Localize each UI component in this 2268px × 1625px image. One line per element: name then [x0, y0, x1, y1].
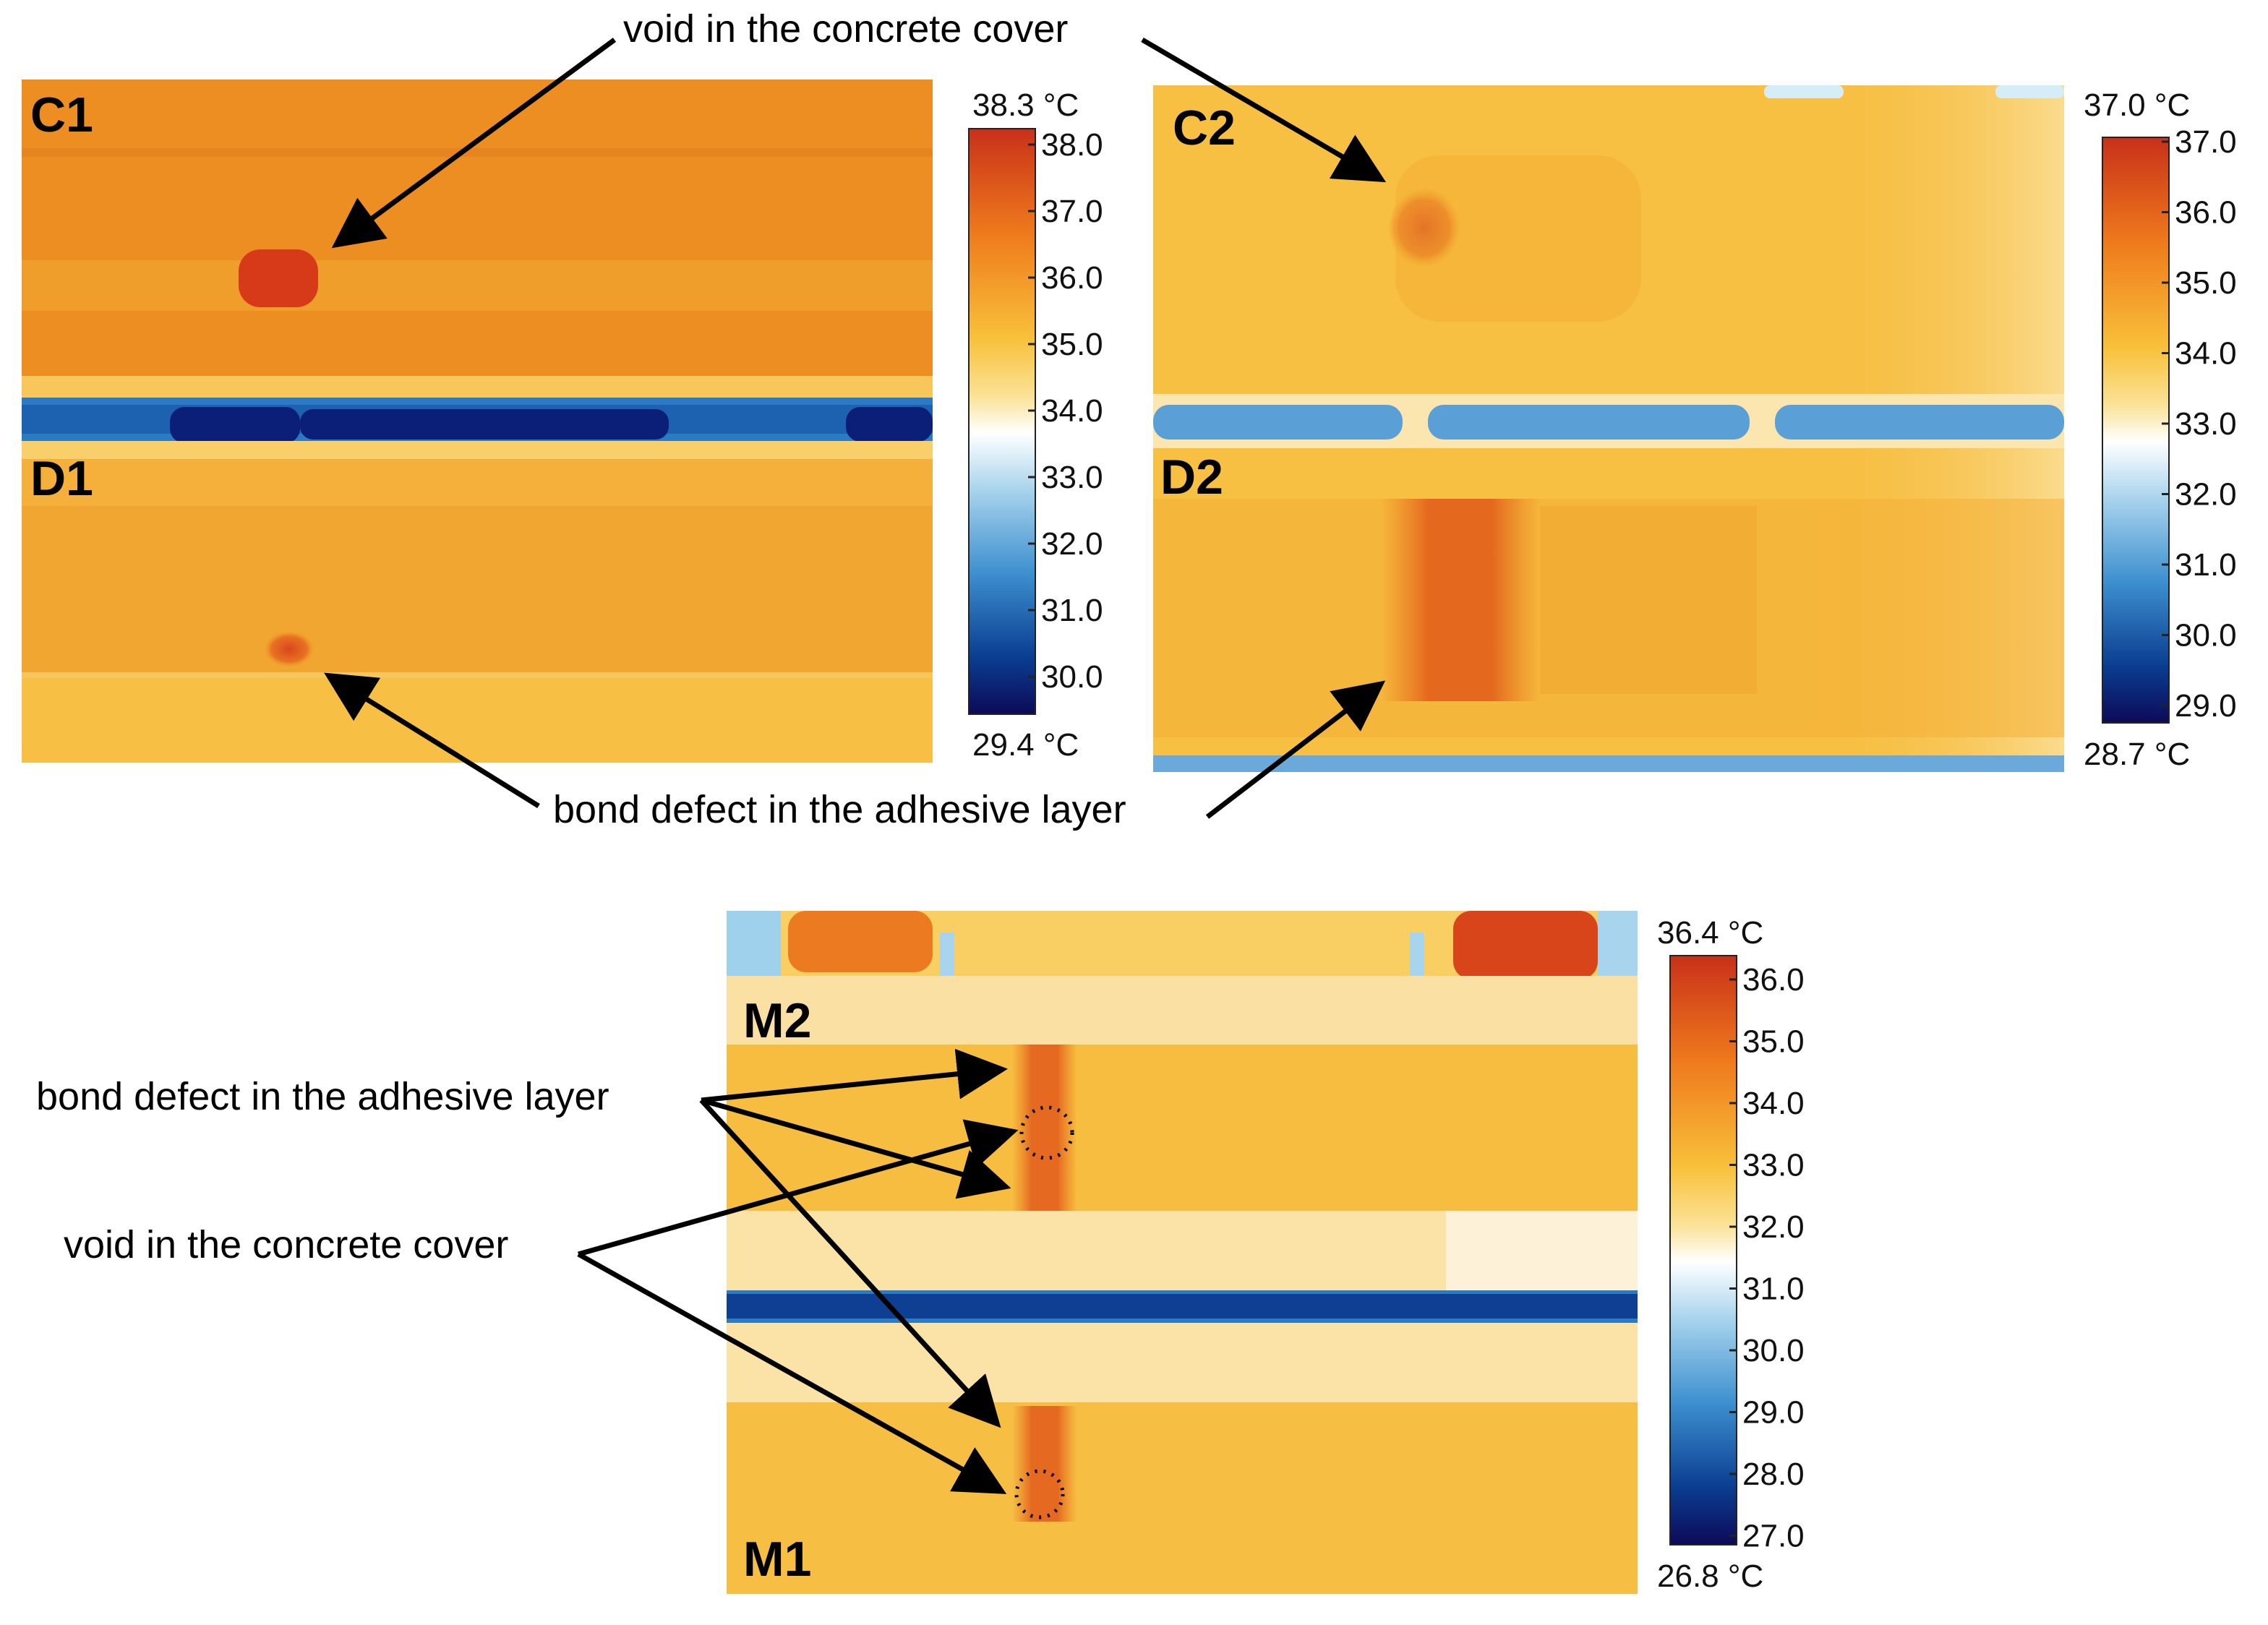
colorbar-tick-label: 36.0 — [1041, 260, 1103, 296]
thermogram-c2-d2 — [1153, 85, 2064, 772]
colorbar-tick-label: 33.0 — [1041, 460, 1103, 495]
annotation-void-top: void in the concrete cover — [623, 7, 1068, 51]
colorbar-tick-label: 36.0 — [1742, 962, 1805, 998]
colorbar-tick-label: 35.0 — [2175, 265, 2237, 301]
colorbar-tick-label: 36.0 — [2175, 195, 2237, 231]
colorbar-tick-label: 31.0 — [1742, 1272, 1805, 1307]
arrow-bond-d2 — [1205, 680, 1386, 819]
thermogram-c1-d1 — [22, 80, 933, 763]
void-marker-m1 — [1014, 1469, 1065, 1519]
annotation-void-bottom: void in the concrete cover — [64, 1223, 508, 1266]
panel-label-d1: D1 — [30, 451, 93, 506]
colorbar-m-min: 26.8 °C — [1657, 1558, 1763, 1594]
colorbar-tick-label: 38.0 — [1041, 127, 1103, 163]
colorbar-tick-label: 29.0 — [2175, 688, 2237, 724]
colorbar-tick-label: 35.0 — [1742, 1024, 1805, 1060]
void-marker-m2 — [1019, 1105, 1074, 1160]
colorbar-tick-label: 33.0 — [2175, 406, 2237, 442]
panel-label-m1: M1 — [743, 1532, 811, 1587]
colorbar-c1-d1-max: 38.3 °C — [972, 87, 1079, 123]
colorbar-tick-label: 37.0 — [1041, 194, 1103, 229]
colorbar-tick-label: 37.0 — [2175, 124, 2237, 160]
colorbar-tick-label: 34.0 — [1742, 1086, 1805, 1121]
colorbar-tick-label: 32.0 — [2175, 477, 2237, 513]
colorbar-c1-d1 — [968, 128, 1036, 715]
annotation-bond-bottom: bond defect in the adhesive layer — [36, 1075, 609, 1118]
colorbar-m — [1669, 955, 1737, 1545]
arrow-bond-d1 — [324, 672, 540, 808]
colorbar-c1-d1-min: 29.4 °C — [972, 727, 1079, 763]
colorbar-m-max: 36.4 °C — [1657, 915, 1763, 951]
arrow-void-m1 — [577, 1251, 1007, 1494]
annotation-arrows — [324, 37, 1387, 1494]
colorbar-tick-label: 31.0 — [1041, 593, 1103, 628]
colorbar-c2-d2 — [2102, 137, 2170, 724]
colorbar-c2-d2-max: 37.0 °C — [2084, 87, 2190, 123]
panel-label-d2: D2 — [1160, 450, 1223, 505]
arrow-bond-m2-bottom — [701, 1097, 1011, 1199]
colorbar-m-ticks: 36.0 35.0 34.0 33.0 32.0 31.0 30.0 29.0 28.0 27.0 — [1729, 962, 1805, 1554]
colorbar-c2-d2-ticks: 37.0 36.0 35.0 34.0 33.0 32.0 31.0 30.0 29.0 — [2162, 124, 2237, 724]
colorbar-tick-label: 35.0 — [1041, 327, 1103, 362]
panel-label-c2: C2 — [1173, 100, 1236, 155]
colorbar-tick-label: 31.0 — [2175, 547, 2237, 583]
colorbar-c2-d2-min: 28.7 °C — [2084, 737, 2190, 772]
annotation-bond-top: bond defect in the adhesive layer — [553, 788, 1126, 831]
arrow-void-c1 — [331, 38, 617, 249]
colorbar-tick-label: 30.0 — [1742, 1333, 1805, 1368]
panel-label-c1: C1 — [30, 87, 93, 142]
arrow-bond-m1 — [699, 1098, 1001, 1428]
colorbar-tick-label: 30.0 — [1041, 659, 1103, 695]
arrow-void-c2 — [1141, 37, 1387, 183]
colorbar-c1-d1-ticks: 38.0 37.0 36.0 35.0 34.0 33.0 32.0 31.0 30.0 — [1028, 127, 1103, 695]
colorbar-tick-label: 29.0 — [1742, 1395, 1805, 1431]
colorbar-tick-label: 33.0 — [1742, 1148, 1805, 1183]
colorbar-tick-label: 30.0 — [2175, 618, 2237, 653]
colorbar-tick-label: 32.0 — [1742, 1209, 1805, 1245]
colorbar-tick-label: 27.0 — [1742, 1519, 1805, 1554]
colorbar-tick-label: 34.0 — [1041, 393, 1103, 429]
colorbar-tick-label: 28.0 — [1742, 1457, 1805, 1492]
panel-label-m2: M2 — [743, 993, 811, 1048]
arrow-bond-m2-top — [701, 1048, 1008, 1103]
colorbar-tick-label: 34.0 — [2175, 336, 2237, 372]
colorbar-tick-label: 32.0 — [1041, 526, 1103, 562]
arrow-void-m2 — [578, 1119, 1019, 1257]
thermogram-m2-m1 — [727, 911, 1638, 1594]
